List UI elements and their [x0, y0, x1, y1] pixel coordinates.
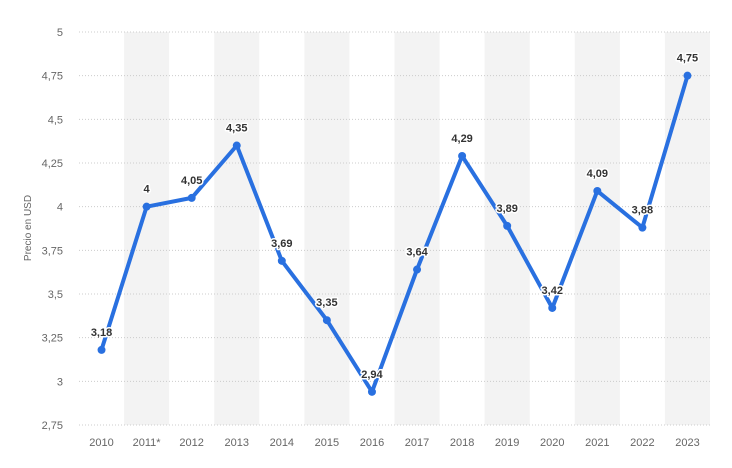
x-axis-ticks: 2010 2011* 2012 2013 2014 2015 2016 2017 2018 201… [89, 437, 699, 449]
grid-lines [79, 31, 710, 426]
data-point-2010 [97, 345, 106, 354]
data-label-2018: 4,29 [451, 133, 472, 145]
data-point-2020 [548, 303, 557, 312]
x-tick-label: 2021 [585, 437, 609, 449]
data-point-2022 [638, 223, 647, 232]
data-point-2019 [503, 221, 512, 230]
data-label-2016: 2,94 [361, 369, 383, 381]
x-tick-label: 2017 [405, 437, 429, 449]
x-tick-label: 2010 [89, 437, 113, 449]
x-tick-label: 2011* [133, 437, 162, 449]
band-2023 [664, 32, 710, 425]
data-point-2017 [413, 265, 422, 274]
data-point-2015 [322, 316, 331, 325]
band-2011* [124, 32, 170, 425]
data-label-2019: 3,89 [496, 203, 517, 215]
x-tick-label: 2016 [360, 437, 384, 449]
data-label-2020: 3,42 [542, 285, 563, 297]
y-tick-label: 3,25 [42, 333, 63, 345]
data-points [97, 71, 692, 396]
data-label-2015: 3,35 [316, 297, 337, 309]
y-axis-ticks: 2,75 3 3,25 3,5 3,75 4 4,25 4,5 4,75 5 [42, 27, 63, 432]
data-point-2016 [367, 387, 376, 396]
data-point-2023 [683, 71, 692, 80]
data-point-2021 [593, 186, 602, 195]
x-tick-label: 2014 [270, 437, 294, 449]
y-tick-label: 4,25 [42, 158, 63, 170]
series-line [99, 73, 690, 394]
x-tick-label: 2020 [540, 437, 564, 449]
data-label-2010: 3,18 [91, 327, 112, 339]
x-tick-label: 2022 [630, 437, 654, 449]
x-tick-label: 2013 [225, 437, 249, 449]
data-label-2013: 4,35 [226, 123, 247, 135]
data-label-2022: 3,88 [632, 205, 653, 217]
data-point-2012 [187, 193, 196, 202]
data-labels: 3,18 4 4,05 4,35 3,69 3,35 2,94 3,64 4,29 3,89 3,4… [89, 51, 699, 382]
x-tick-label: 2012 [179, 437, 203, 449]
alternating-bands [124, 32, 710, 425]
data-point-2014 [277, 256, 286, 265]
x-tick-label: 2015 [315, 437, 339, 449]
data-point-2011* [142, 202, 151, 211]
data-label-2014: 3,69 [271, 238, 292, 250]
data-label-2023: 4,75 [677, 53, 698, 65]
y-tick-label: 5 [57, 27, 63, 39]
y-tick-label: 4,75 [42, 71, 63, 83]
data-label-2017: 3,64 [406, 247, 428, 259]
y-axis-label: Precio en USD [23, 195, 34, 261]
y-tick-label: 3 [57, 376, 63, 388]
x-tick-label: 2018 [450, 437, 474, 449]
data-point-2018 [458, 152, 467, 161]
x-tick-label: 2023 [675, 437, 699, 449]
data-label-2021: 4,09 [587, 168, 608, 180]
y-tick-label: 4,5 [48, 114, 63, 126]
y-tick-label: 4 [57, 202, 63, 214]
y-tick-label: 3,75 [42, 245, 63, 257]
band-2013 [214, 32, 260, 425]
y-tick-label: 3,5 [48, 289, 63, 301]
data-label-2011*: 4 [144, 184, 151, 196]
data-point-2013 [232, 141, 241, 150]
data-label-2012: 4,05 [181, 175, 202, 187]
band-2015 [304, 32, 350, 425]
x-tick-label: 2019 [495, 437, 519, 449]
y-tick-label: 2,75 [42, 420, 63, 432]
